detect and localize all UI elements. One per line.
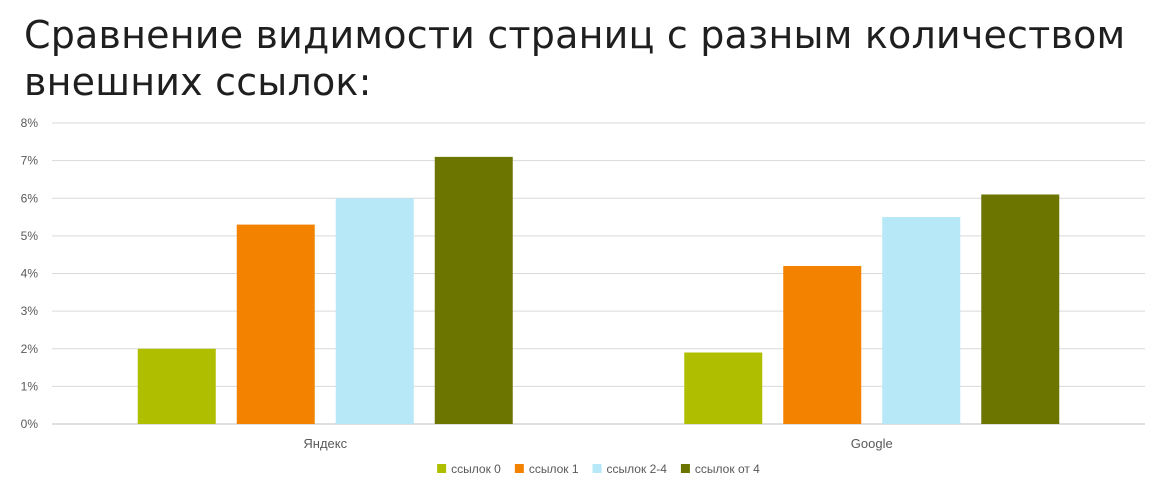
legend-item: ссылок от 4 — [680, 462, 760, 476]
y-tick-label: 6% — [21, 191, 39, 205]
legend-item: ссылок 2-4 — [592, 462, 668, 476]
bars — [137, 156, 1060, 425]
x-category-label: Google — [851, 436, 893, 451]
y-tick-label: 1% — [21, 379, 39, 393]
bar-yandex-series-0 — [137, 348, 216, 424]
legend-swatch — [680, 464, 690, 473]
legend-item: ссылок 1 — [514, 462, 579, 476]
y-tick-label: 5% — [21, 229, 39, 243]
y-tick-label: 0% — [21, 417, 39, 431]
legend-label: ссылок от 4 — [695, 462, 760, 476]
bar-yandex-series-2 — [335, 198, 414, 424]
legend-item: ссылок 0 — [437, 462, 501, 476]
y-tick-label: 2% — [21, 342, 39, 356]
y-tick-label: 7% — [21, 154, 39, 168]
legend-swatch — [592, 464, 602, 473]
chart-title: Сравнение видимости страниц с разным кол… — [24, 13, 1126, 104]
gridlines — [52, 122, 1145, 425]
y-tick-label: 3% — [21, 304, 39, 318]
bar-yandex-series-3 — [434, 156, 513, 425]
legend-swatch — [514, 464, 524, 473]
legend: ссылок 0 ссылок 1 ссылок 2-4 ссылок от 4 — [437, 462, 760, 476]
bar-google-series-3 — [981, 194, 1060, 424]
y-tick-label: 8% — [21, 116, 39, 130]
y-tick-label: 4% — [21, 267, 39, 281]
bar-google-series-2 — [882, 217, 961, 424]
legend-label: ссылок 1 — [529, 462, 579, 476]
legend-label: ссылок 0 — [451, 462, 501, 476]
y-axis: 0% 1% 2% 3% 4% 5% 6% 7% 8% — [21, 116, 39, 431]
bar-google-series-1 — [783, 265, 862, 424]
legend-label: ссылок 2-4 — [607, 462, 668, 476]
bar-yandex-series-1 — [236, 224, 315, 424]
legend-swatch — [437, 464, 447, 473]
x-category-label: Яндекс — [303, 436, 347, 451]
x-axis: Яндекс Google — [303, 436, 892, 451]
bar-google-series-0 — [684, 352, 763, 424]
